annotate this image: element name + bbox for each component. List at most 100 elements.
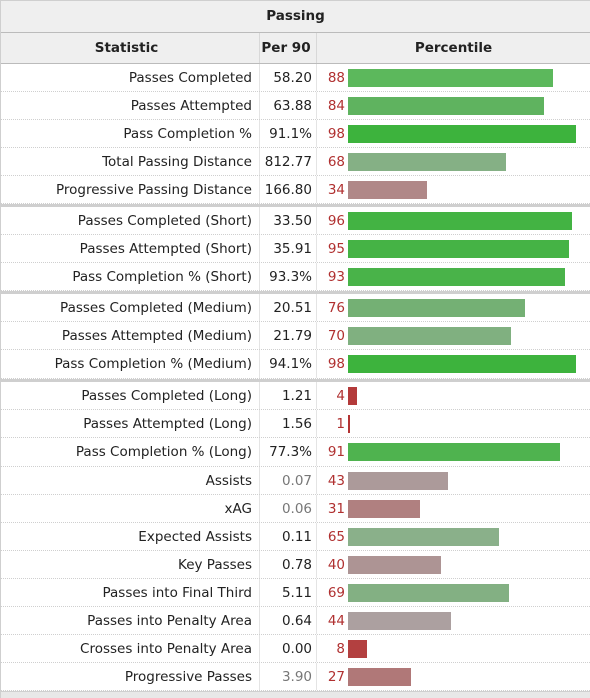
percentile-value: 96 (327, 212, 345, 229)
per90-value: 63.88 (260, 92, 317, 119)
percentile-bar (348, 386, 357, 405)
percentile-cell: 88 (317, 64, 590, 91)
percentile-cell: 8 (317, 635, 590, 662)
percentile-bar (348, 211, 572, 230)
percentile-cell: 44 (317, 607, 590, 634)
table-body: Passes Completed 58.20 88 Passes Attempted 6… (1, 64, 590, 691)
table-row: Passes Attempted (Medium) 21.79 70 (1, 322, 590, 350)
header-statistic[interactable]: Statistic (1, 33, 260, 63)
stat-name: Progressive Passing Distance (1, 176, 260, 203)
per90-value: 5.11 (260, 579, 317, 606)
percentile-value: 70 (327, 327, 345, 344)
percentile-value: 95 (327, 240, 345, 257)
percentile-cell: 91 (317, 438, 590, 466)
stat-name: Pass Completion % (Long) (1, 438, 260, 466)
per90-value: 91.1% (260, 120, 317, 147)
percentile-cell: 43 (317, 467, 590, 494)
percentile-bar (348, 298, 525, 317)
percentile-value: 68 (327, 153, 345, 170)
per90-value: 0.00 (260, 635, 317, 662)
stat-name: Progressive Passes (1, 663, 260, 690)
stat-name: Key Passes (1, 551, 260, 578)
stat-name: xAG (1, 495, 260, 522)
table-row: Passes into Penalty Area 0.64 44 (1, 607, 590, 635)
table-row: Total Passing Distance 812.77 68 (1, 148, 590, 176)
table-row: Passes Completed (Medium) 20.51 76 (1, 294, 590, 322)
stat-name: Passes Completed (Medium) (1, 294, 260, 321)
per90-value: 35.91 (260, 235, 317, 262)
percentile-cell: 4 (317, 382, 590, 409)
percentile-cell: 98 (317, 350, 590, 378)
table-row: Passes Attempted 63.88 84 (1, 92, 590, 120)
percentile-bar (348, 639, 367, 658)
stat-name: Pass Completion % (1, 120, 260, 147)
table-row: Passes Attempted (Short) 35.91 95 (1, 235, 590, 263)
percentile-value: 43 (327, 472, 345, 489)
percentile-value: 91 (327, 444, 345, 460)
stat-name: Passes into Final Third (1, 579, 260, 606)
percentile-cell: 96 (317, 207, 590, 234)
percentile-value: 98 (327, 125, 345, 142)
percentile-cell: 34 (317, 176, 590, 203)
percentile-value: 98 (327, 356, 345, 372)
per90-value: 1.21 (260, 382, 317, 409)
percentile-bar (348, 471, 448, 490)
group-separator (1, 291, 590, 294)
percentile-cell: 93 (317, 263, 590, 290)
table-row: xAG 0.06 31 (1, 495, 590, 523)
percentile-value: 4 (336, 387, 345, 404)
percentile-value: 34 (327, 181, 345, 198)
header-percentile[interactable]: Percentile (414, 40, 493, 56)
table-row: Pass Completion % (Long) 77.3% 91 (1, 438, 590, 467)
percentile-bar (348, 527, 499, 546)
percentile-bar (348, 555, 441, 574)
percentile-cell: 31 (317, 495, 590, 522)
percentile-value: 69 (327, 584, 345, 601)
table-row: Passes Completed (Long) 1.21 4 (1, 382, 590, 410)
percentile-value: 76 (327, 299, 345, 316)
stat-name: Passes Attempted (Medium) (1, 322, 260, 349)
per90-value: 0.78 (260, 551, 317, 578)
table-title: Passing (1, 0, 590, 33)
stat-name: Passes Completed (Long) (1, 382, 260, 409)
table-row: Progressive Passes 3.90 27 (1, 663, 590, 691)
percentile-bar (348, 326, 511, 345)
percentile-cell: 84 (317, 92, 590, 119)
stat-name: Passes Completed (Short) (1, 207, 260, 234)
per90-value: 166.80 (260, 176, 317, 203)
table-bottom-border (1, 691, 590, 698)
table-row: Passes into Final Third 5.11 69 (1, 579, 590, 607)
stat-name: Pass Completion % (Medium) (1, 350, 260, 378)
percentile-cell: 70 (317, 322, 590, 349)
percentile-value: 8 (336, 640, 345, 657)
table-row: Passes Completed (Short) 33.50 96 (1, 207, 590, 235)
stat-name: Assists (1, 467, 260, 494)
per90-value: 812.77 (260, 148, 317, 175)
table-row: Pass Completion % (Short) 93.3% 93 (1, 263, 590, 291)
percentile-value: 88 (327, 69, 345, 86)
percentile-cell: 95 (317, 235, 590, 262)
percentile-cell: 27 (317, 663, 590, 690)
stat-name: Passes into Penalty Area (1, 607, 260, 634)
percentile-bar (348, 68, 553, 87)
group-separator (1, 379, 590, 382)
percentile-cell: 1 (317, 410, 590, 437)
table-row: Key Passes 0.78 40 (1, 551, 590, 579)
per90-value: 93.3% (260, 263, 317, 290)
table-row: Assists 0.07 43 (1, 467, 590, 495)
stat-name: Passes Attempted (1, 92, 260, 119)
per90-value: 20.51 (260, 294, 317, 321)
per90-value: 0.64 (260, 607, 317, 634)
header-per90[interactable]: Per 90 (260, 33, 317, 63)
per90-value: 1.56 (260, 410, 317, 437)
percentile-bar (348, 499, 420, 518)
per90-value: 0.07 (260, 467, 317, 494)
per90-value: 94.1% (260, 350, 317, 378)
table-row: Crosses into Penalty Area 0.00 8 (1, 635, 590, 663)
per90-value: 0.06 (260, 495, 317, 522)
percentile-bar (348, 180, 427, 199)
percentile-cell: 98 (317, 120, 590, 147)
table-row: Progressive Passing Distance 166.80 34 (1, 176, 590, 204)
per90-value: 0.11 (260, 523, 317, 550)
percentile-bar (348, 239, 569, 258)
